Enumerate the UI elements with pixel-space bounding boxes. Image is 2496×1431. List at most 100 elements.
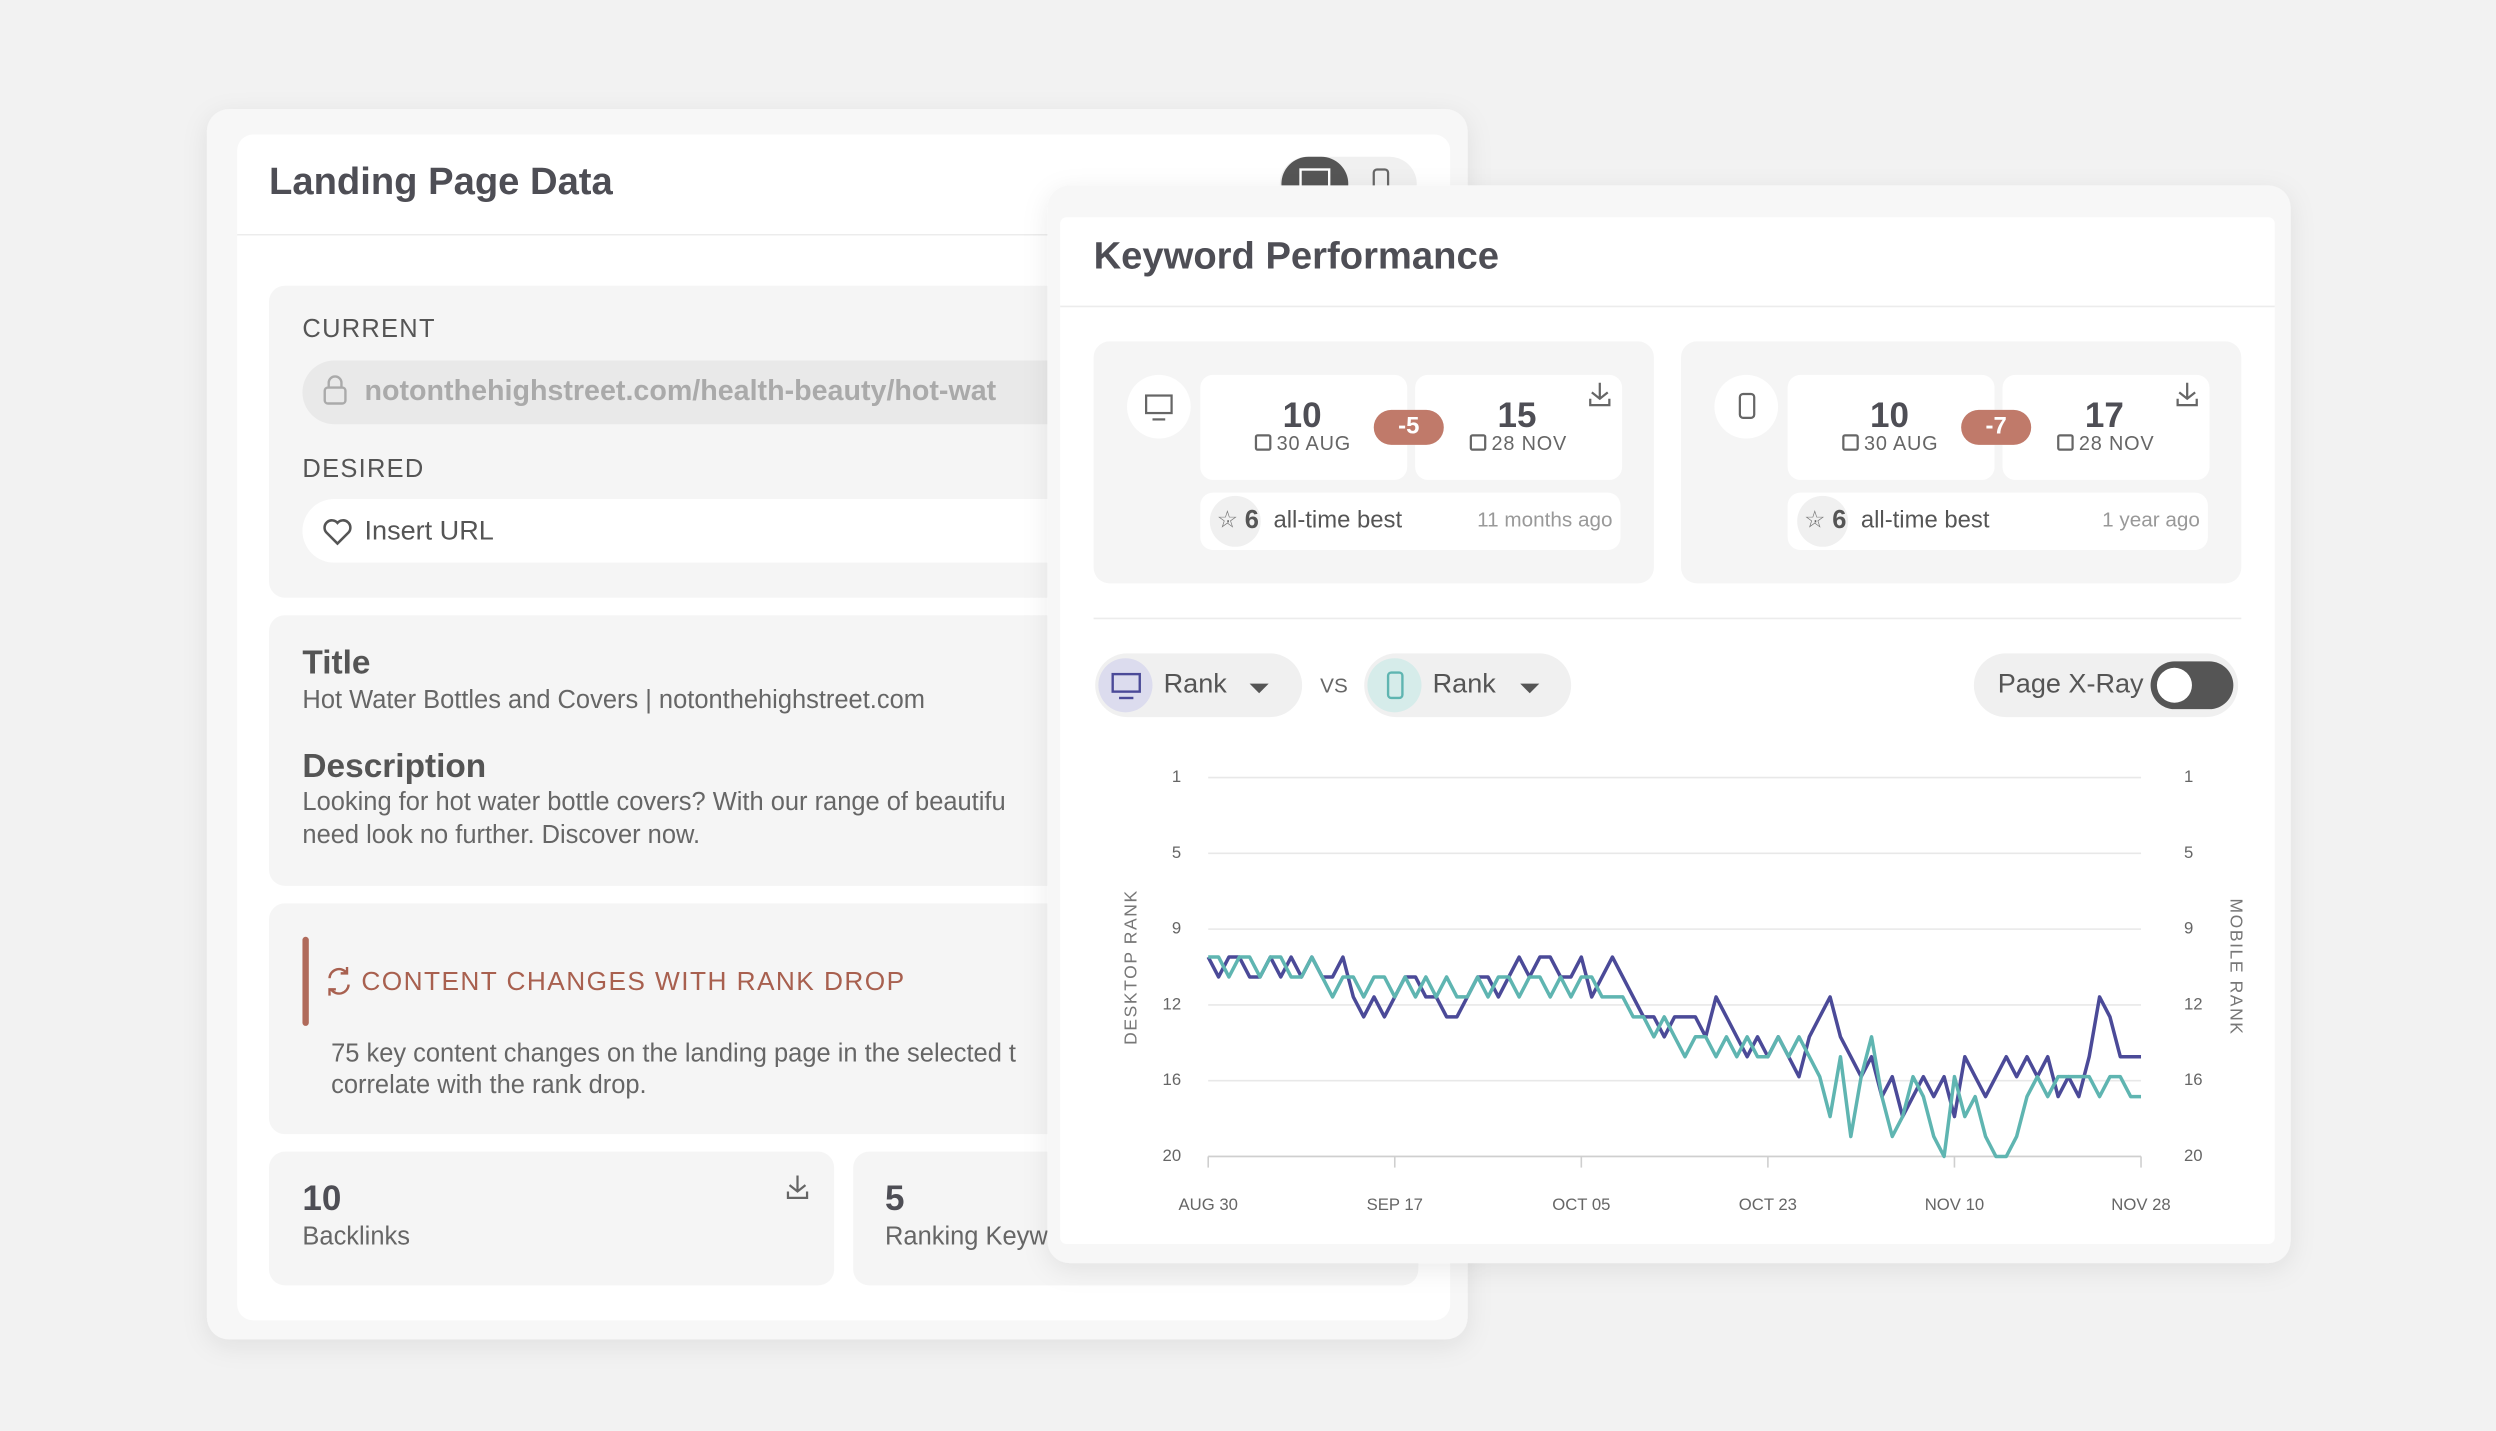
best-box <box>1200 492 1621 550</box>
stat-card <box>269 1151 835 1286</box>
heart-icon <box>323 519 352 546</box>
stat-value: 5 <box>885 1179 904 1218</box>
y2-tick-label: 20 <box>2184 1146 2203 1165</box>
y-tick-label: 20 <box>1163 1146 1182 1165</box>
current-label: CURRENT <box>302 315 435 343</box>
star-glyph: ☆ <box>1804 507 1825 534</box>
caret <box>1520 683 1540 694</box>
alert-line: correlate with the rank drop. <box>331 1071 647 1099</box>
download-icon[interactable] <box>2176 382 2198 407</box>
change-badge <box>1961 409 2032 445</box>
best-box <box>1787 492 2208 550</box>
rank-box <box>2002 374 2210 480</box>
y-tick-label: 9 <box>1172 919 1181 938</box>
rank-value: 10 <box>1283 396 1322 435</box>
alert-line: 75 key content changes on the landing pa… <box>331 1039 1016 1067</box>
rank-box <box>1200 374 1408 480</box>
stat-label: Backlinks <box>302 1222 410 1250</box>
best-when: 11 months ago <box>1477 509 1612 532</box>
mobile-icon <box>1386 671 1404 700</box>
page-title: Hot Water Bottles and Covers | notontheh… <box>302 686 925 714</box>
y-tick-label: 1 <box>1172 767 1181 786</box>
rank-value: 15 <box>1498 396 1537 435</box>
rank-date: 30 AUG <box>1864 433 1938 455</box>
rank-box <box>1787 374 1995 480</box>
rank-value: 17 <box>2085 396 2124 435</box>
best-value: 6 <box>1245 506 1259 534</box>
vs: VS <box>1320 674 1348 697</box>
best-label: all-time best <box>1861 507 1990 534</box>
change-value: -5 <box>1398 413 1419 440</box>
x-tick-label: AUG 30 <box>1178 1195 1237 1214</box>
y2-tick-label: 9 <box>2184 919 2193 938</box>
toggle-knob <box>2156 667 2192 703</box>
rank-date: 28 NOV <box>1492 433 1567 455</box>
change-value: -7 <box>1986 413 2007 440</box>
y2-tick-label: 5 <box>2184 843 2193 862</box>
calendar-icon <box>2057 434 2074 451</box>
lock-icon-shackle <box>327 375 343 388</box>
alert-bar <box>302 936 309 1026</box>
current-url: notonthehighstreet.com/health-beauty/hot… <box>365 375 997 407</box>
panel-title: Landing Page Data <box>269 160 614 203</box>
rank-value: 10 <box>1870 396 1909 435</box>
mobile-icon <box>1738 392 1756 419</box>
rank-date: 28 NOV <box>2079 433 2154 455</box>
rank-box <box>1415 374 1623 480</box>
stat-value: 10 <box>302 1179 341 1218</box>
best-value: 6 <box>1832 506 1846 534</box>
y2-tick-label: 12 <box>2184 994 2203 1013</box>
star-badge <box>1797 495 1849 547</box>
panel-title: Keyword Performance <box>1094 235 1499 278</box>
description-line: Looking for hot water bottle covers? Wit… <box>302 788 1005 816</box>
download-icon[interactable] <box>1589 382 1611 407</box>
desired-label: DESIRED <box>302 455 424 483</box>
stat-label: Ranking Keyw <box>885 1222 1048 1250</box>
rank-date: 30 AUG <box>1277 433 1351 455</box>
calendar-icon <box>1469 434 1487 451</box>
star-badge <box>1209 495 1261 547</box>
series-line <box>1208 955 2142 1159</box>
mobile-badge <box>1367 658 1422 713</box>
toggle-label: Page X-Ray <box>1998 668 2144 698</box>
alert-title: CONTENT CHANGES WITH RANK DROP <box>361 966 905 996</box>
device-badge <box>1127 374 1191 439</box>
calendar-icon <box>1842 434 1859 451</box>
change-badge <box>1373 409 1444 445</box>
best-when: 1 year ago <box>2102 509 2200 532</box>
series-line <box>1206 955 2142 1119</box>
download-icon[interactable] <box>786 1175 809 1199</box>
y-tick-label: 16 <box>1163 1070 1182 1089</box>
caret <box>1249 683 1269 694</box>
x-tick-label: OCT 23 <box>1739 1195 1797 1214</box>
refresh-icon <box>328 967 350 996</box>
title-label: Title <box>302 644 370 681</box>
x-tick-label: NOV 10 <box>1925 1195 1984 1214</box>
rank-chart: 1 5 9 12 16 20 1 5 9 12 16 20 AUG 30 SEP 17 OCT 05 OCT … <box>1120 767 2246 1214</box>
desktop-icon <box>1111 672 1141 693</box>
y2-tick-label: 16 <box>2184 1070 2203 1089</box>
right-metric: Rank <box>1433 668 1497 698</box>
x-tick-label: SEP 17 <box>1367 1195 1423 1214</box>
description-label: Description <box>302 748 486 785</box>
y-tick-label: 5 <box>1172 843 1181 862</box>
description-line: need look no further. Discover now. <box>302 821 700 849</box>
desktop-badge <box>1098 658 1153 713</box>
y-tick-label: 12 <box>1163 994 1182 1013</box>
left-metric: Rank <box>1164 668 1228 698</box>
y2-axis-title: MOBILE RANK <box>2226 898 2246 1035</box>
lock-icon <box>323 386 347 405</box>
star-glyph: ☆ <box>1217 507 1238 534</box>
device-badge <box>1714 374 1779 439</box>
calendar-icon <box>1254 434 1272 451</box>
best-label: all-time best <box>1273 507 1402 534</box>
x-tick-label: NOV 28 <box>2111 1195 2170 1214</box>
y2-tick-label: 1 <box>2184 767 2193 786</box>
desktop-icon <box>1145 394 1173 415</box>
desired-placeholder: Insert URL <box>365 516 494 546</box>
y-axis-title: DESKTOP RANK <box>1120 889 1140 1045</box>
x-tick-label: OCT 05 <box>1552 1195 1610 1214</box>
